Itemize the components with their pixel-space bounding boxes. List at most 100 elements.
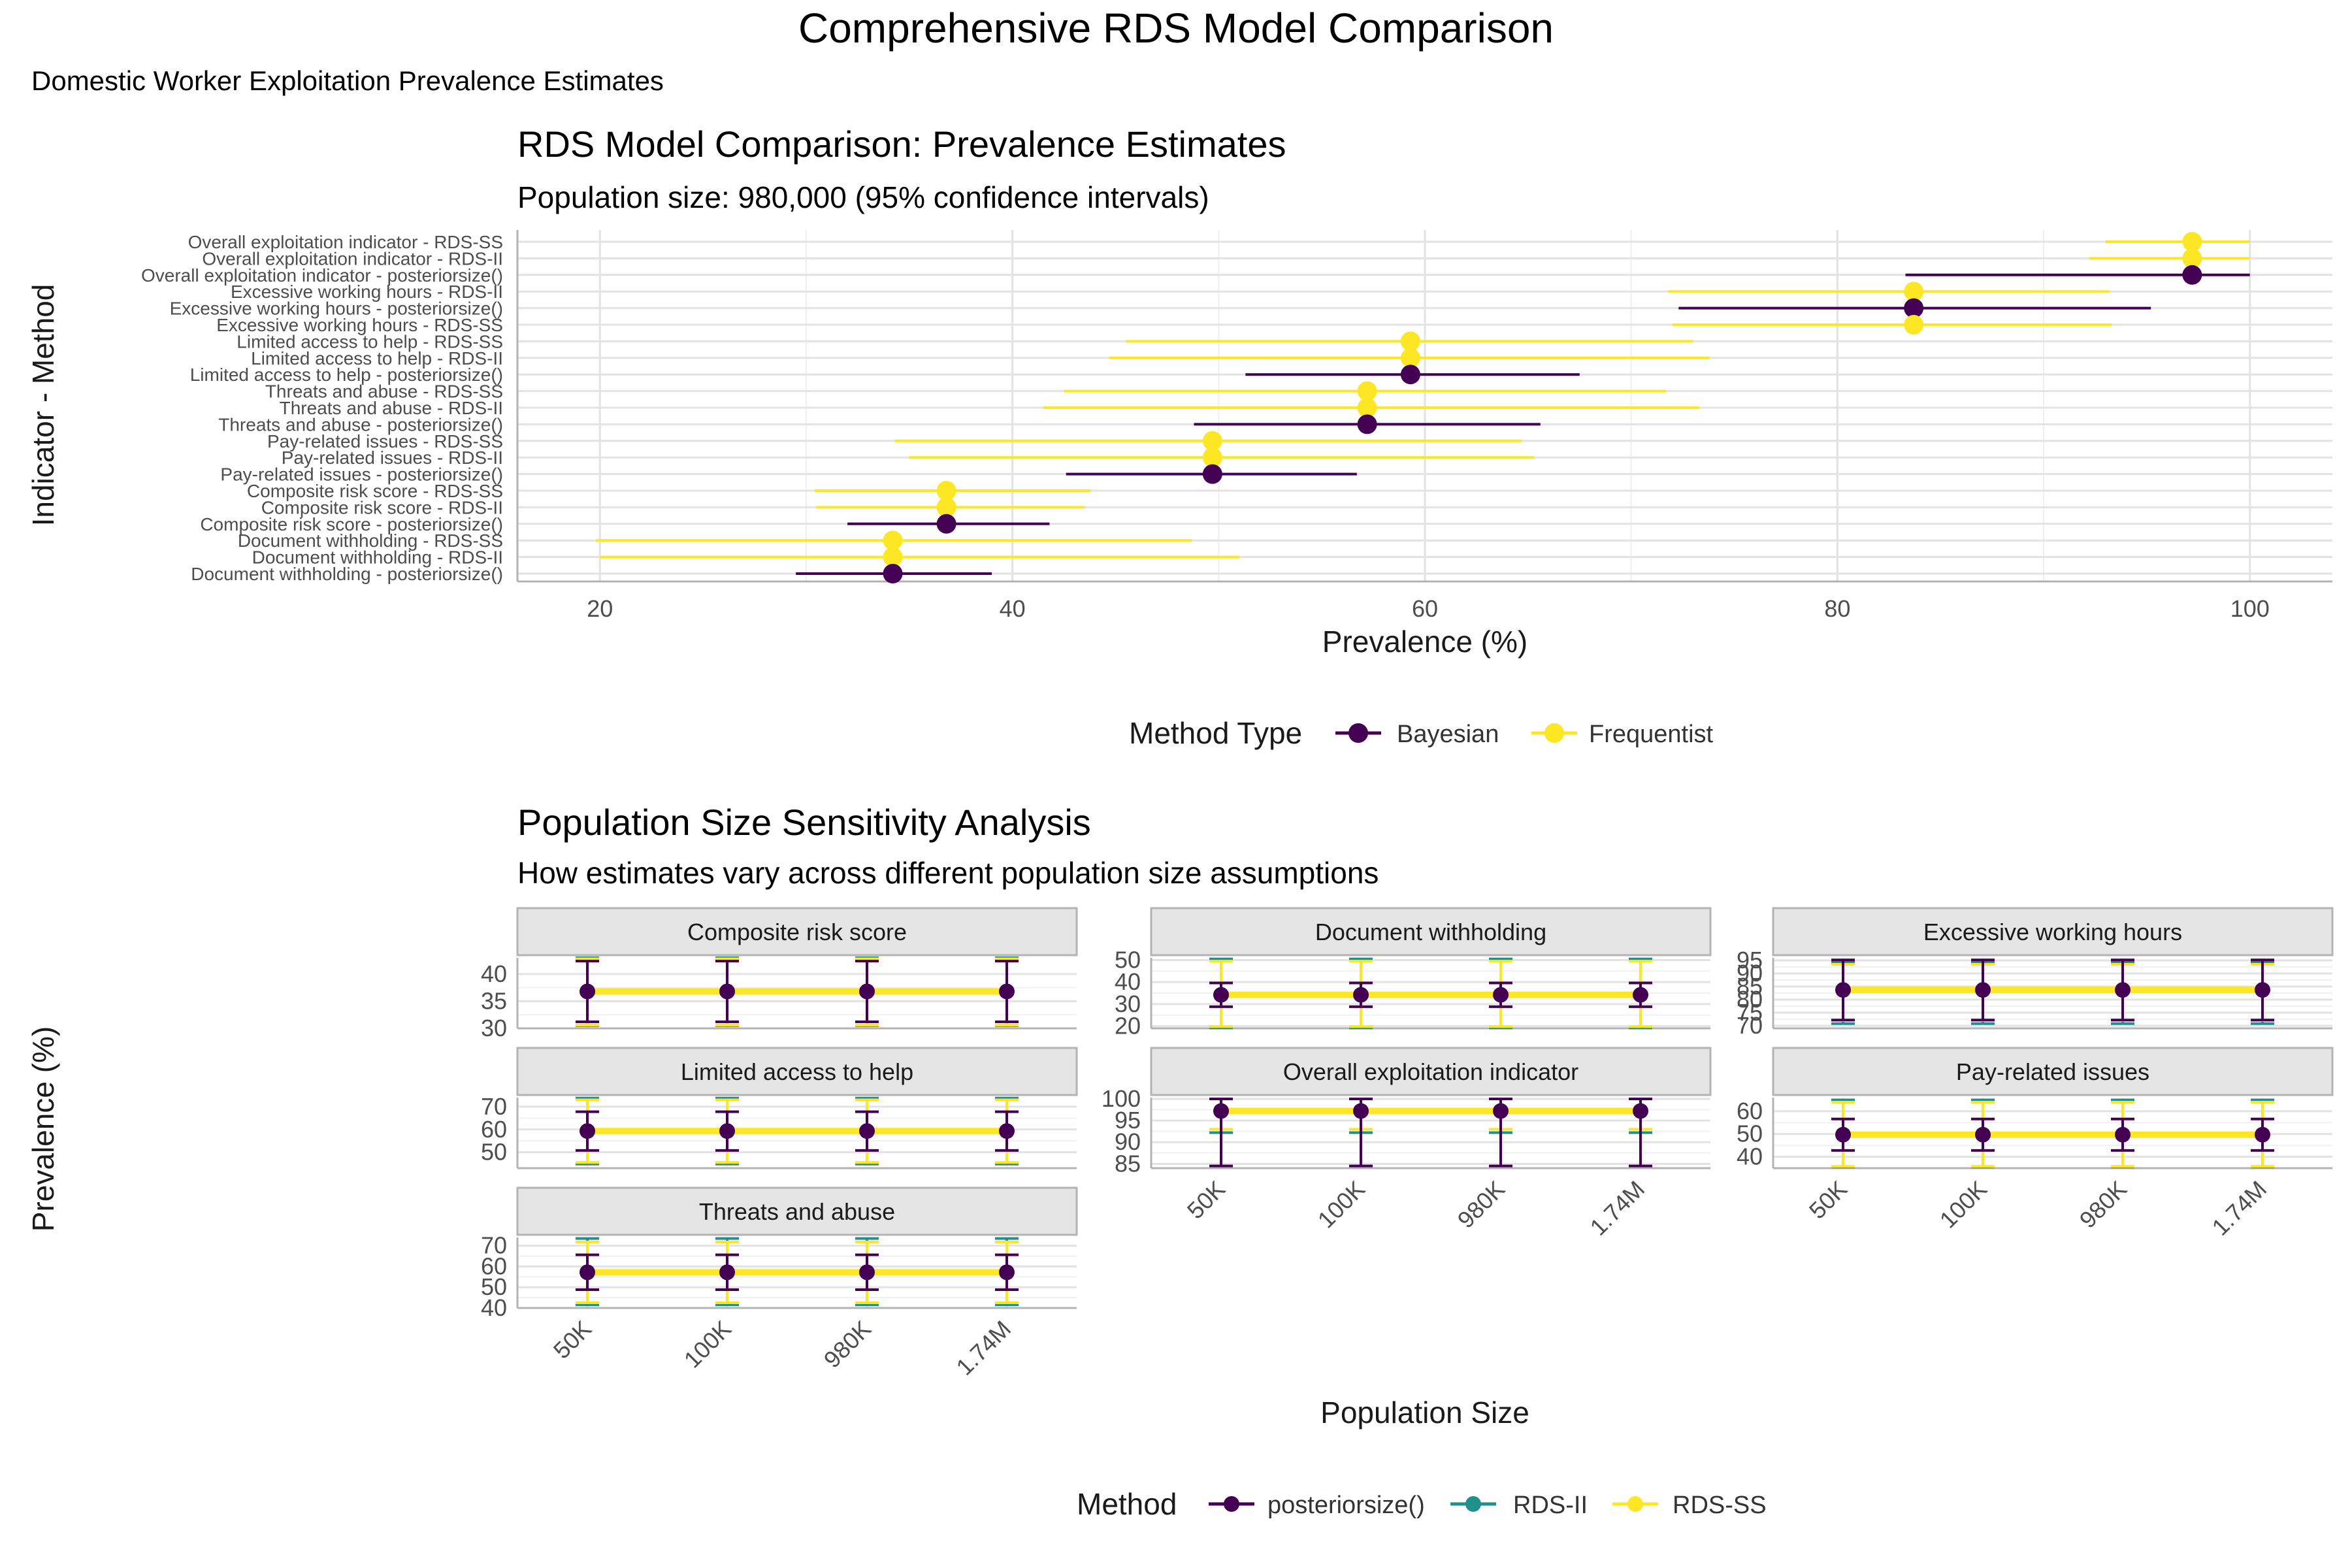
legend-title-method: Method [1077, 1487, 1177, 1521]
estimate-point-posteriorsize [719, 1123, 735, 1139]
estimate-point-posteriorsize [1493, 1103, 1509, 1119]
y-tick-label: 90 [1737, 960, 1763, 987]
y-tick-label: Composite risk score - posteriorsize() [200, 514, 503, 534]
main-title: Comprehensive RDS Model Comparison [798, 5, 1554, 52]
estimate-point-document-withholding-rds-ii [883, 547, 903, 567]
x-tick-label: 1.74M [1584, 1175, 1650, 1241]
legend-item-rds-ii: RDS-II [1450, 1492, 1588, 1519]
x-tick-label: 980K [2074, 1175, 2132, 1233]
y-tick-label: Document withholding - RDS-SS [238, 531, 503, 551]
legend-label-frequentist: Frequentist [1589, 721, 1714, 748]
estimate-point-posteriorsize [1975, 982, 1991, 998]
facet-strip [1150, 907, 1712, 956]
y-tick-label: Excessive working hours - RDS-II [231, 282, 503, 302]
estimate-point-posteriorsize [580, 983, 595, 1000]
y-tick-label: 75 [1737, 999, 1763, 1026]
bottom-chart-subtitle: How estimates vary across different popu… [517, 856, 1379, 890]
method-type-legend: Method Type Bayesian Frequentist [1129, 716, 1714, 750]
estimate-point-posteriorsize [999, 983, 1015, 1000]
estimate-point-limited-access-to-help-posteriorsize [1400, 365, 1420, 385]
estimate-point-posteriorsize [2255, 1126, 2270, 1143]
estimate-point-posteriorsize [999, 1264, 1015, 1281]
facet-strip [516, 1186, 1078, 1236]
facet-strip-label: Threats and abuse [699, 1198, 895, 1225]
bottom-y-axis-title: Prevalence (%) [26, 1026, 60, 1232]
y-tick-label: 40 [1737, 1143, 1763, 1170]
facet-strip [1772, 1047, 2334, 1096]
estimate-point-threats-and-abuse-rds-ii [1357, 398, 1377, 417]
estimate-point-posteriorsize [719, 1264, 735, 1281]
y-tick-label: Composite risk score - RDS-SS [247, 481, 503, 501]
y-tick-label: Document withholding - RDS-II [252, 547, 503, 568]
y-tick-label: 60 [1737, 1098, 1763, 1124]
y-tick-label: 80 [1737, 986, 1763, 1013]
estimate-point-overall-exploitation-indicator-rds-ss [2182, 232, 2202, 252]
legend-label-rds-ii: RDS-II [1513, 1492, 1588, 1519]
y-tick-label: 50 [481, 1273, 507, 1300]
y-tick-label: 85 [1115, 1150, 1141, 1177]
y-tick-label: 95 [1737, 947, 1763, 973]
y-tick-label: Overall exploitation indicator - RDS-II [202, 248, 503, 269]
legend-item-frequentist: Frequentist [1531, 721, 1714, 748]
y-tick-label: Limited access to help - RDS-II [251, 348, 503, 368]
estimate-point-posteriorsize [859, 1264, 875, 1281]
estimate-point-composite-risk-score-rds-ii [936, 497, 956, 517]
estimate-point-overall-exploitation-indicator-rds-ii [2182, 248, 2202, 269]
x-tick-label: 980K [819, 1315, 876, 1373]
y-tick-label: Composite risk score - RDS-II [261, 497, 503, 517]
y-tick-label: 60 [481, 1116, 507, 1143]
x-tick-label: 50K [1182, 1175, 1230, 1224]
legend-item-rds-ss: RDS-SS [1612, 1492, 1767, 1519]
estimate-point-composite-risk-score-posteriorsize [936, 514, 956, 534]
bottom-chart-title: Population Size Sensitivity Analysis [517, 802, 1091, 843]
y-tick-label: 70 [481, 1093, 507, 1120]
y-tick-label: Document withholding - posteriorsize() [191, 564, 503, 584]
facet-strip-label: Document withholding [1315, 919, 1546, 945]
y-tick-label: 50 [481, 1139, 507, 1166]
estimate-point-excessive-working-hours-rds-ii [1904, 282, 1924, 302]
x-tick-label: 40 [1000, 595, 1026, 622]
estimate-point-document-withholding-rds-ss [883, 531, 903, 551]
facet-strip [516, 907, 1078, 956]
x-tick-label: 1.74M [2206, 1175, 2272, 1241]
top-chart-subtitle: Population size: 980,000 (95% confidence… [517, 180, 1209, 214]
estimate-point-posteriorsize [1835, 982, 1851, 998]
y-tick-label: Limited access to help - posteriorsize() [190, 365, 503, 385]
facet-strip [516, 1047, 1078, 1096]
estimate-point-composite-risk-score-rds-ss [936, 481, 956, 500]
y-tick-label: Limited access to help - RDS-SS [237, 331, 503, 351]
x-tick-label: 100K [679, 1315, 736, 1373]
estimate-point-pay-related-issues-posteriorsize [1202, 464, 1222, 484]
estimate-point-threats-and-abuse-posteriorsize [1357, 414, 1377, 434]
estimate-point-posteriorsize [1213, 1103, 1229, 1119]
y-tick-label: 50 [1115, 946, 1141, 973]
facet-strip-label: Composite risk score [687, 919, 907, 945]
estimate-point-posteriorsize [859, 983, 875, 1000]
y-tick-label: 40 [481, 1294, 507, 1321]
y-tick-label: 70 [481, 1232, 507, 1259]
y-tick-label: 30 [1115, 990, 1141, 1017]
y-tick-label: 40 [481, 960, 507, 987]
estimate-point-posteriorsize [999, 1123, 1015, 1139]
legend-title: Method Type [1129, 716, 1302, 750]
x-tick-label: 50K [1804, 1175, 1852, 1224]
legend-label-posteriorsize: posteriorsize() [1267, 1492, 1425, 1519]
legend-item-bayesian: Bayesian [1335, 721, 1499, 748]
y-tick-label: 20 [1115, 1013, 1141, 1039]
estimate-point-posteriorsize [1835, 1126, 1851, 1143]
estimate-point-posteriorsize [1353, 1103, 1369, 1119]
top-y-axis-title: Indicator - Method [26, 284, 60, 527]
y-tick-label: Pay-related issues - posteriorsize() [220, 465, 503, 485]
top-plot-area: 20 40 60 80 100 Overall exploitation indicato… [141, 230, 2332, 622]
y-tick-label: 50 [1737, 1120, 1763, 1147]
y-tick-label: 100 [1102, 1085, 1141, 1112]
facet-strip-label: Pay-related issues [1956, 1058, 2149, 1085]
estimate-point-posteriorsize [1633, 1103, 1648, 1119]
top-x-axis-title: Prevalence (%) [1322, 625, 1527, 659]
